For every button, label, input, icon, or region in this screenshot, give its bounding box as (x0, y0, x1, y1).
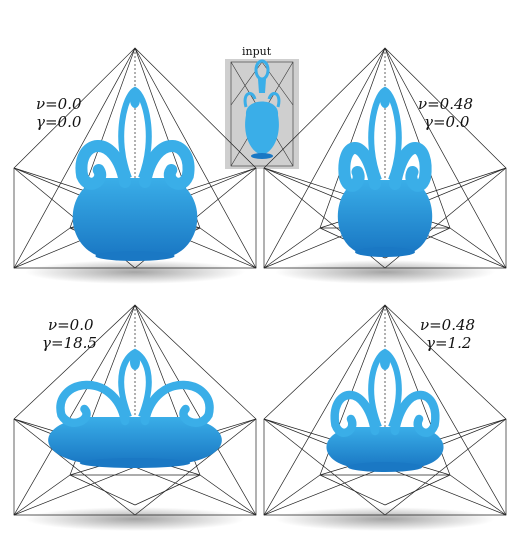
scene-top-left (13, 47, 257, 284)
nu-label: ν=0.0 (36, 95, 82, 113)
panel-bottom-right: ν=0.48 γ=1.2 (260, 297, 510, 537)
cage (13, 47, 257, 269)
nu-label: ν=0.0 (48, 316, 94, 334)
gamma-label: γ=0.0 (424, 113, 470, 131)
gamma-label: γ=1.2 (426, 334, 472, 352)
input-title: input (242, 45, 272, 58)
gamma-label: γ=18.5 (42, 334, 97, 352)
deformed-shape (326, 427, 444, 472)
deformed-shape (48, 417, 222, 468)
gamma-label: γ=0.0 (36, 113, 82, 131)
nu-label: ν=0.48 (420, 316, 476, 334)
scene-top-right (263, 47, 507, 284)
scene-bottom-right (263, 304, 507, 531)
input-panel: input (222, 45, 302, 170)
panel-top-right: ν=0.48 γ=0.0 (260, 40, 510, 290)
deformed-shape (337, 180, 433, 257)
panel-bottom-left: ν=0.0 γ=18.5 (10, 297, 260, 537)
panel-top-left: ν=0.0 γ=0.0 (10, 40, 260, 290)
input-thumbnail (225, 59, 299, 169)
deformed-shape (72, 178, 198, 261)
scene-bottom-left (13, 304, 257, 531)
nu-label: ν=0.48 (418, 95, 474, 113)
